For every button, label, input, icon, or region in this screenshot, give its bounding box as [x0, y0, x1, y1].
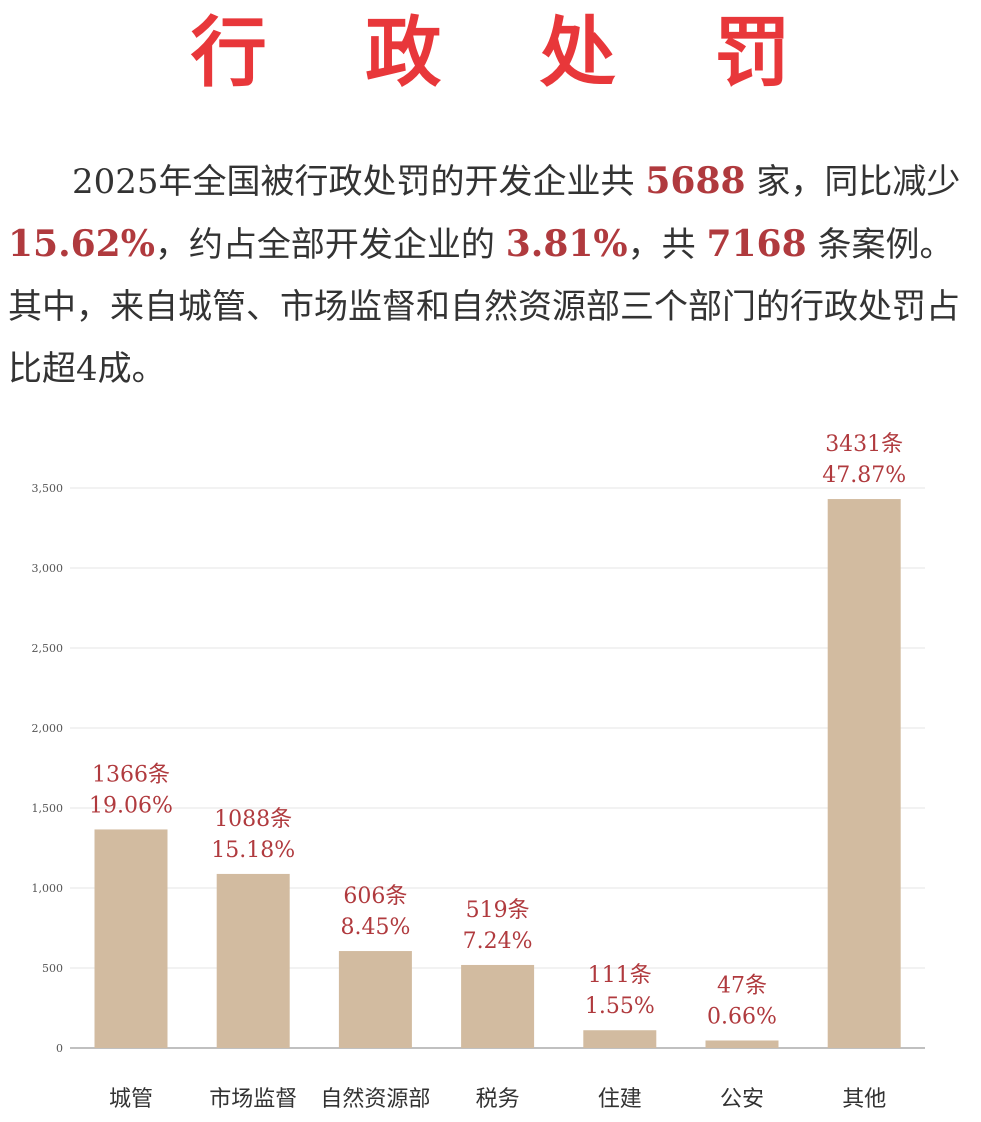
- y-tick-label: 1,000: [32, 882, 64, 895]
- bar: [94, 829, 168, 1048]
- case-count-value: 7168: [706, 223, 807, 265]
- bar-percent-label: 47.87%: [822, 463, 906, 488]
- bar: [338, 951, 412, 1048]
- bar-percent-label: 8.45%: [340, 915, 410, 940]
- developer-count-value: 5688: [645, 160, 746, 202]
- y-tick-label: 2,500: [32, 642, 64, 655]
- summary-paragraph: 2025年全国被行政处罚的开发企业共 5688 家，同比减少 15.62%，约占…: [8, 150, 963, 400]
- bar-percent-label: 19.06%: [89, 793, 173, 818]
- bar-count-label: 606条: [343, 884, 407, 909]
- bar-percent-label: 1.55%: [585, 994, 655, 1019]
- bar: [705, 1040, 779, 1048]
- bar: [461, 964, 535, 1048]
- y-tick-label: 3,000: [32, 562, 64, 575]
- bar-percent-label: 7.24%: [463, 929, 533, 954]
- y-tick-label: 500: [42, 962, 63, 975]
- bar: [827, 499, 901, 1048]
- bar-count-label: 519条: [466, 898, 530, 923]
- share-of-developers-value: 3.81%: [505, 223, 628, 265]
- bar-count-label: 111条: [588, 963, 652, 988]
- bar-count-label: 1366条: [92, 762, 170, 787]
- category-label: 公安: [720, 1087, 764, 1112]
- summary-text-1: 2025年全国被行政处罚的开发企业共: [72, 162, 635, 202]
- y-tick-label: 3,500: [32, 482, 64, 495]
- y-tick-label: 2,000: [32, 722, 64, 735]
- bar: [583, 1030, 657, 1048]
- category-label: 自然资源部: [320, 1087, 430, 1112]
- category-label: 税务: [476, 1087, 520, 1112]
- category-label: 城管: [109, 1087, 153, 1112]
- category-label: 市场监督: [209, 1087, 297, 1112]
- y-tick-label: 1,500: [32, 802, 64, 815]
- summary-text-2: 家，同比减少: [756, 162, 961, 202]
- summary-text-5: 条案例。其中，来自城管、市场监督和自然资源部三个部门的行政处罚占比超4成。: [8, 225, 960, 389]
- department-penalty-bar-chart: 0 500 1,000 1,500 2,000 2,500 3,000 3,500 1366条 1…: [32, 432, 925, 1112]
- bar: [216, 873, 290, 1048]
- y-tick-label: 0: [56, 1042, 63, 1055]
- bar-count-label: 1088条: [214, 807, 292, 832]
- bar-percent-label: 0.66%: [707, 1004, 777, 1029]
- bar-percent-label: 15.18%: [211, 838, 295, 863]
- yoy-decrease-value: 15.62%: [8, 223, 155, 265]
- summary-text-4: ，共: [627, 225, 696, 265]
- page-title: 行 政 处 罚: [190, 8, 827, 97]
- bar-count-label: 3431条: [825, 432, 903, 457]
- category-label: 其他: [842, 1087, 886, 1112]
- bar-count-label: 47条: [717, 973, 767, 998]
- category-label: 住建: [598, 1087, 642, 1112]
- summary-text-3: ，约占全部开发企业的: [154, 225, 495, 265]
